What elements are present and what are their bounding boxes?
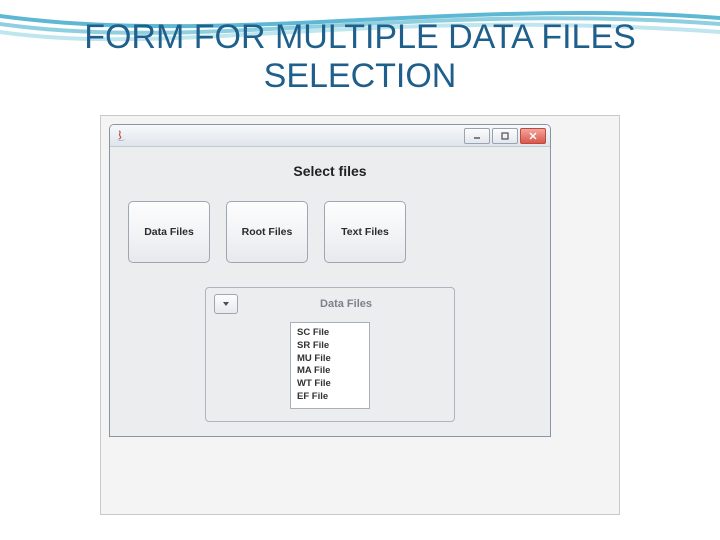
list-item[interactable]: SC File: [297, 327, 363, 340]
java-window: Select files Data Files Root Files Text …: [109, 124, 551, 437]
root-files-button[interactable]: Root Files: [226, 201, 308, 263]
java-icon: [114, 129, 128, 143]
list-item[interactable]: EF File: [297, 391, 363, 404]
window-heading: Select files: [124, 163, 536, 179]
data-files-button[interactable]: Data Files: [128, 201, 210, 263]
screenshot-frame: Select files Data Files Root Files Text …: [100, 115, 620, 515]
slide-title-line1: FORM FOR MULTIPLE DATA FILES: [84, 18, 636, 56]
slide-title: FORM FOR MULTIPLE DATA FILES SELECTION: [0, 18, 720, 96]
data-files-panel: Data Files SC File SR File MU File MA Fi…: [205, 287, 455, 422]
file-listbox[interactable]: SC File SR File MU File MA File WT File …: [290, 322, 370, 409]
close-button[interactable]: [520, 128, 546, 144]
window-titlebar: [110, 125, 550, 147]
list-item[interactable]: WT File: [297, 378, 363, 391]
minimize-button[interactable]: [464, 128, 490, 144]
list-item[interactable]: MA File: [297, 365, 363, 378]
list-item[interactable]: MU File: [297, 353, 363, 366]
window-controls: [464, 128, 546, 144]
panel-dropdown-toggle[interactable]: [214, 294, 238, 314]
panel-title: Data Files: [246, 298, 446, 310]
file-type-buttons: Data Files Root Files Text Files: [128, 201, 536, 263]
maximize-button[interactable]: [492, 128, 518, 144]
slide-title-line2: SELECTION: [264, 57, 457, 95]
window-body: Select files Data Files Root Files Text …: [110, 147, 550, 436]
list-item[interactable]: SR File: [297, 340, 363, 353]
text-files-button[interactable]: Text Files: [324, 201, 406, 263]
